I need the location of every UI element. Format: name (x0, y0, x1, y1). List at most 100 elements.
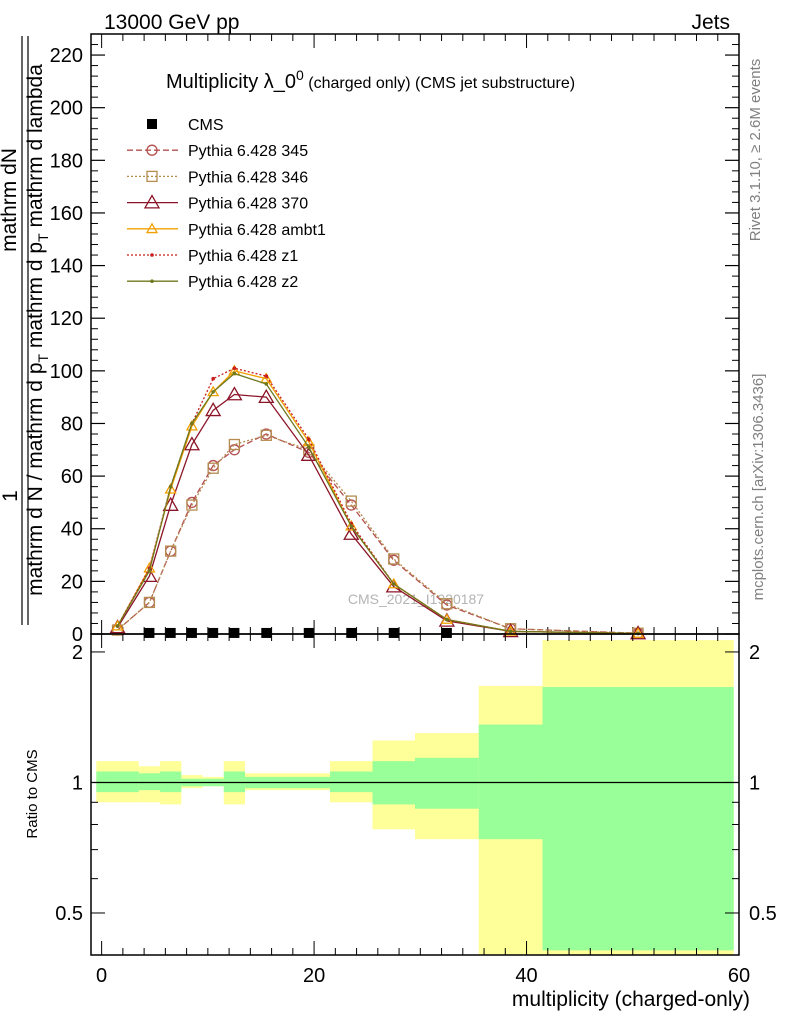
chart-title-sup: 0 (296, 67, 304, 83)
data-point (168, 484, 173, 489)
ratio-xlabel: multiplicity (charged-only) (512, 988, 750, 1011)
data-point (346, 627, 357, 638)
data-point (391, 582, 396, 586)
ratio-ytick-label-right: 2 (749, 642, 760, 664)
legend-marker (146, 170, 158, 183)
data-point (207, 385, 220, 397)
data-point (388, 627, 399, 638)
ratio-ylabel: Ratio to CMS (24, 749, 41, 838)
data-point (264, 382, 269, 386)
main-ytick-label: 40 (61, 519, 83, 541)
legend: CMS Pythia 6.428 345 Pythia 6.428 346 Pythi… (127, 117, 326, 291)
rivet-side-label: Rivet 3.1.10, ≥ 2.6M events (747, 59, 764, 242)
legend-label: Pythia 6.428 z1 (188, 248, 298, 265)
data-point (165, 627, 176, 638)
data-point (232, 371, 237, 376)
main-series-group (109, 364, 647, 640)
data-point (343, 525, 360, 540)
data-point (349, 524, 354, 528)
data-point (115, 624, 120, 628)
main-ytick-label: 60 (61, 466, 83, 488)
legend-item: Pythia 6.428 370 (127, 194, 308, 213)
ylabel-den-sub-b: T (35, 233, 51, 242)
legend-item: Pythia 6.428 ambt1 (127, 222, 326, 239)
data-point (186, 496, 198, 509)
chart-title-main: Multiplicity λ_0 (166, 71, 296, 93)
data-point (345, 495, 357, 507)
main-ytick-label: 180 (50, 150, 83, 172)
ratio-panel-frame (90, 633, 740, 956)
ratio-xtick-label: 40 (515, 965, 537, 987)
data-point (441, 598, 453, 610)
ratio-bands (96, 640, 734, 955)
data-point (440, 613, 453, 624)
data-point (445, 617, 449, 622)
main-ylabel: 1 mathrm dN mathrm d N / mathrm d pT mat… (0, 36, 51, 625)
data-point (264, 374, 269, 378)
ratio-xtick-label: 20 (303, 965, 325, 987)
data-point (261, 627, 272, 638)
ratio-stat-band (96, 771, 139, 793)
ratio-stat-band (542, 687, 734, 951)
series-line (117, 434, 639, 634)
ratio-ytick-label: 1 (72, 772, 83, 794)
header-right-label: Jets (691, 11, 730, 34)
legend-marker (150, 253, 154, 257)
data-point (387, 577, 400, 589)
ratio-ytick-label: 0.5 (55, 903, 83, 925)
data-point (229, 627, 240, 638)
ratio-x-axis: 0 20 40 60 (96, 634, 750, 987)
data-point (232, 366, 237, 371)
legend-item: Pythia 6.428 346 (127, 169, 308, 186)
ratio-stat-band (478, 724, 543, 840)
main-y-axis: 0 20 40 60 80 100 120 140 160 180 200 220 (50, 33, 739, 646)
legend-marker (146, 144, 158, 156)
data-point (207, 462, 219, 474)
data-point (147, 569, 152, 573)
data-point (388, 553, 400, 565)
main-ytick-label: 120 (50, 308, 83, 330)
data-point (226, 386, 243, 401)
main-ytick-label: 80 (61, 413, 83, 435)
legend-label: Pythia 6.428 370 (188, 196, 308, 213)
legend-item: Pythia 6.428 345 (127, 143, 308, 160)
legend-label: Pythia 6.428 ambt1 (188, 222, 326, 239)
main-ytick-label: 140 (50, 256, 83, 278)
ratio-ytick-label: 2 (72, 642, 83, 664)
data-point (190, 421, 194, 426)
data-point (306, 445, 311, 449)
legend-marker (145, 222, 159, 234)
data-point (629, 625, 647, 640)
series-0 (144, 627, 452, 638)
data-point (306, 437, 311, 442)
data-point (228, 438, 241, 451)
data-point (144, 627, 155, 638)
ylabel-one: 1 (0, 490, 22, 502)
legend-label: Pythia 6.428 346 (188, 169, 308, 186)
data-point (508, 629, 513, 634)
data-point (211, 390, 215, 394)
mcplots-side-label: mcplots.cern.ch [arXiv:1306.3436] (750, 374, 767, 601)
header-left-label: 13000 GeV pp (104, 11, 239, 34)
ratio-xtick-label: 0 (96, 965, 107, 987)
data-point (186, 627, 197, 638)
legend-item: Pythia 6.428 z2 (127, 274, 298, 291)
chart-title-suffix: (charged only) (CMS jet substructure) (304, 75, 575, 92)
ratio-stat-band (330, 771, 373, 793)
data-point (211, 376, 215, 381)
main-ytick-label: 200 (50, 98, 83, 120)
data-point (183, 436, 201, 451)
data-point (111, 619, 124, 631)
main-ytick-label: 100 (50, 361, 83, 383)
data-point (165, 545, 177, 557)
main-ytick-label: 160 (50, 203, 83, 225)
data-point (441, 627, 452, 638)
data-point (303, 627, 314, 638)
ratio-y-axis: 0.5 0.5 1 1 2 2 (55, 642, 777, 925)
ylabel-den-part-b: mathrm d p (24, 242, 47, 354)
legend-label: Pythia 6.428 345 (188, 143, 308, 160)
ratio-panel: 0.5 0.5 1 1 2 2 0 20 40 60 Ratio to CMS multipli… (24, 633, 777, 1011)
legend-marker (150, 279, 154, 284)
ratio-stat-band (415, 757, 479, 809)
